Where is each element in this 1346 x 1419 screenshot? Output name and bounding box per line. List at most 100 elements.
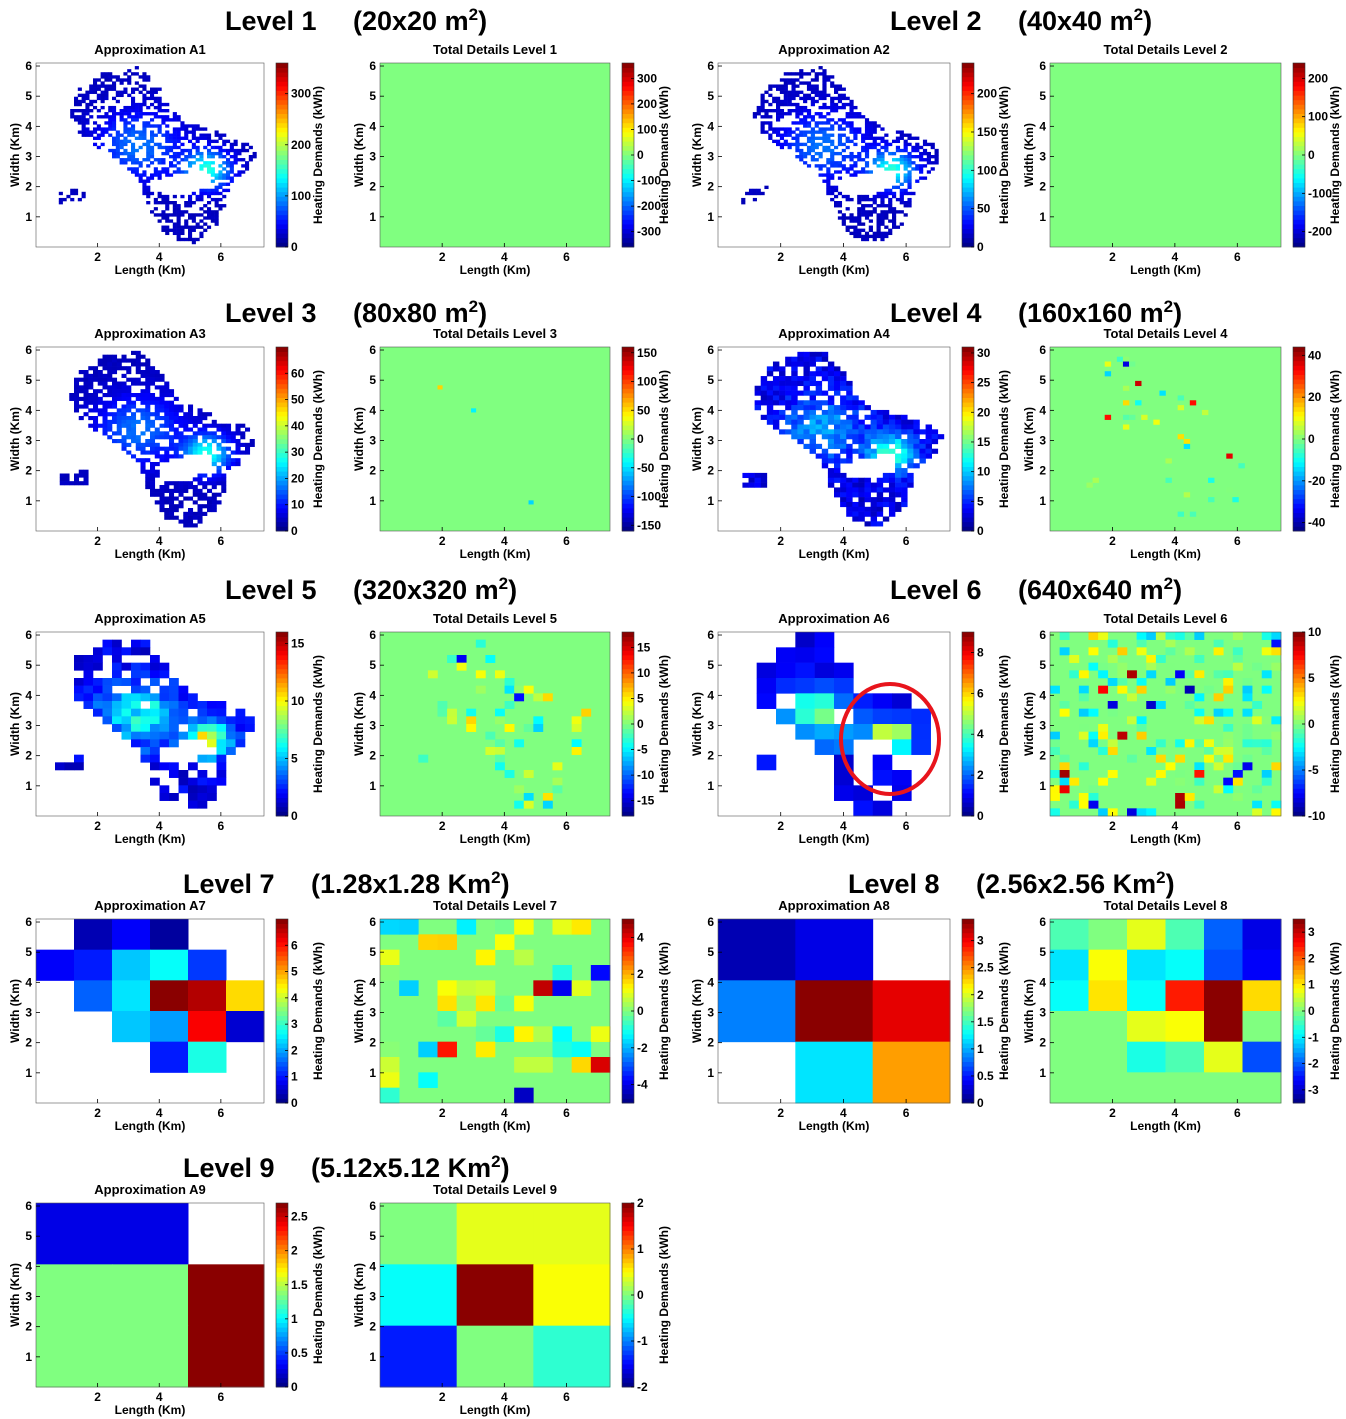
heatmap-cell	[119, 81, 124, 85]
heatmap-cell	[214, 204, 219, 208]
heatmap-cell	[74, 385, 80, 390]
y-tick-label: 4	[369, 688, 376, 702]
heatmap-cell	[930, 155, 935, 159]
x-tick-label: 4	[156, 819, 163, 833]
heatmap-cell	[1078, 800, 1089, 809]
heatmap-cell	[235, 708, 246, 717]
heatmap-cell	[134, 66, 139, 70]
heatmap-cell	[1242, 980, 1282, 1012]
colorbar-step	[276, 104, 288, 110]
heatmap-cell	[741, 197, 746, 202]
x-axis-label: Length (Km)	[115, 263, 186, 277]
heatmap-cell	[150, 118, 155, 122]
y-tick-label: 1	[25, 1066, 32, 1080]
heatmap-cell	[868, 197, 873, 202]
colorbar-step	[962, 480, 974, 486]
heatmap-cell	[876, 497, 884, 503]
x-tick-label: 4	[1172, 1106, 1179, 1120]
colorbar-step	[622, 1034, 634, 1039]
heatmap-cell	[853, 105, 858, 110]
x-tick-label: 2	[94, 1106, 101, 1120]
heatmap-cell	[787, 72, 792, 76]
heatmap-cell	[857, 201, 862, 205]
heatmap-cell	[514, 1087, 534, 1104]
heatmap-cell	[783, 99, 788, 104]
heatmap-cell	[145, 366, 151, 371]
colorbar-step	[622, 1327, 634, 1333]
heatmap-cell	[115, 148, 120, 153]
heatmap-cell	[803, 155, 808, 159]
colorbar-step	[962, 641, 974, 647]
heatmap-cell	[100, 93, 105, 98]
heatmap-cell	[514, 685, 525, 694]
heatmap-cell	[140, 396, 146, 401]
heatmap-cell	[121, 396, 127, 401]
heatmap-cell	[178, 504, 184, 509]
heatmap-cell	[138, 75, 143, 79]
heatmap-cell	[145, 393, 151, 398]
heatmap-cell	[834, 770, 854, 786]
resolution-superscript: 2	[1164, 297, 1173, 316]
heatmap-cell	[766, 419, 774, 425]
heatmap-cell	[783, 112, 788, 116]
heatmap-cell	[571, 716, 582, 725]
heatmap-cell	[207, 450, 213, 455]
heatmap-cell	[197, 716, 208, 725]
heatmap-cell	[192, 485, 198, 490]
colorbar-tick-label: 100	[291, 189, 311, 203]
heatmap-cell	[169, 515, 175, 520]
colorbar-tick-label: 2.5	[977, 961, 994, 975]
colorbar-step	[1293, 145, 1305, 151]
resolution-superscript: 2	[499, 574, 508, 593]
heatmap-cell	[104, 115, 109, 119]
colorbar-step	[962, 498, 974, 504]
heatmap-cell	[456, 1325, 534, 1388]
colorbar-step	[622, 1235, 634, 1241]
colorbar-step	[962, 191, 974, 197]
heatmap-cell	[814, 151, 819, 156]
heatmap-cell	[221, 431, 227, 436]
y-tick-label: 3	[707, 719, 714, 733]
y-axis-label: Width (Km)	[8, 979, 22, 1043]
heatmap-cell	[112, 115, 117, 119]
heatmap-cell	[868, 204, 873, 208]
colorbar-step	[276, 448, 288, 454]
colorbar-step	[622, 988, 634, 993]
heatmap-cell	[785, 376, 792, 382]
heatmap-cell	[826, 170, 831, 174]
heatmap-cell	[150, 423, 156, 428]
colorbar-step	[276, 155, 288, 160]
y-tick-label: 4	[707, 688, 714, 702]
heatmap-cell	[1242, 949, 1282, 981]
heatmap-cell	[83, 412, 89, 417]
heatmap-cell	[437, 934, 457, 950]
heatmap-cell	[772, 127, 777, 131]
heatmap-cell	[207, 216, 212, 220]
heatmap-cell	[140, 716, 151, 725]
heatmap-cell	[899, 210, 904, 214]
colorbar-step	[1293, 187, 1305, 193]
heatmap-cell	[207, 481, 213, 486]
heatmap-cell	[830, 161, 835, 165]
heatmap-cell	[785, 405, 792, 411]
heatmap-cell	[127, 130, 132, 134]
heatmap-cell	[142, 78, 147, 82]
heatmap-cell	[207, 133, 212, 137]
heatmap-cell	[764, 109, 769, 113]
heatmap-cell	[197, 450, 203, 455]
heatmap-cell	[153, 158, 158, 162]
heatmap-cell	[857, 219, 862, 223]
heatmap-cell	[180, 158, 185, 162]
colorbar-step	[1293, 1084, 1305, 1090]
heatmap-cell	[571, 747, 582, 755]
colorbar-step	[276, 86, 288, 91]
heatmap-cell	[822, 93, 827, 98]
heatmap-cell	[235, 731, 246, 740]
colorbar-step	[962, 406, 974, 412]
heatmap-cell	[845, 136, 850, 140]
colorbar-frame	[275, 631, 289, 817]
heatmap-cell	[925, 443, 932, 449]
heatmap-cell	[872, 207, 877, 211]
heatmap-cell	[756, 188, 761, 193]
